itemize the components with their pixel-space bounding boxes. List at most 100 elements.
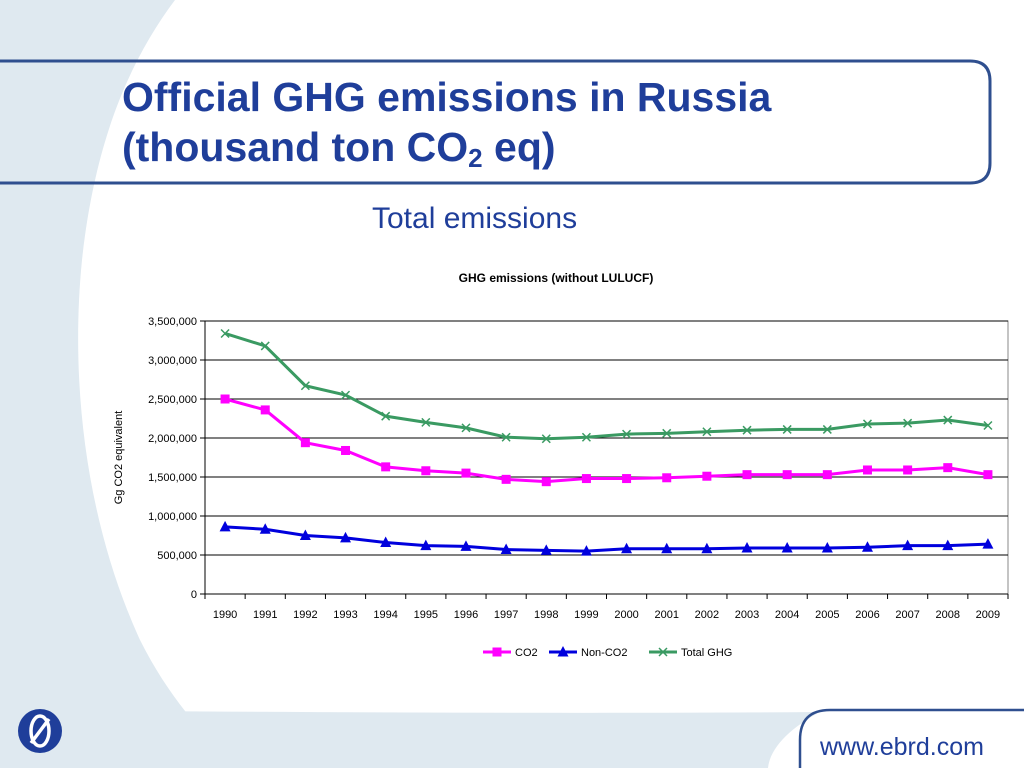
data-point-non-co2 xyxy=(942,539,954,551)
data-point-co2 xyxy=(341,445,351,455)
data-point-co2 xyxy=(421,466,431,476)
data-point-total-ghg xyxy=(702,427,712,437)
data-point-non-co2 xyxy=(701,542,713,554)
x-tick-label: 2002 xyxy=(695,609,719,621)
plot-area xyxy=(204,320,1009,595)
data-point-co2 xyxy=(581,474,591,484)
footer-frame xyxy=(798,708,1024,768)
x-tick-label: 2003 xyxy=(735,609,759,621)
x-tick-label: 1994 xyxy=(373,609,397,621)
data-point-total-ghg xyxy=(943,415,953,425)
y-tick-label: 0 xyxy=(191,589,197,601)
data-point-co2 xyxy=(662,473,672,483)
data-point-co2 xyxy=(862,465,872,475)
data-point-non-co2 xyxy=(621,542,633,554)
x-tick-label: 2000 xyxy=(614,609,638,621)
x-tick-label: 2001 xyxy=(654,609,678,621)
title-line-2-suffix: eq) xyxy=(482,124,556,170)
data-point-non-co2 xyxy=(741,541,753,553)
title-subscript: 2 xyxy=(468,143,483,173)
data-point-total-ghg xyxy=(622,429,632,439)
background-bottom-band xyxy=(0,710,820,768)
data-point-co2 xyxy=(943,463,953,473)
x-tick-label: 1995 xyxy=(414,609,438,621)
x-tick-label: 1996 xyxy=(454,609,478,621)
x-tick-label: 1992 xyxy=(293,609,317,621)
title-line-1: Official GHG emissions in Russia xyxy=(122,74,772,120)
data-point-non-co2 xyxy=(299,529,311,540)
x-tick-label: 2005 xyxy=(815,609,839,621)
x-tick-label: 2004 xyxy=(775,609,799,621)
data-point-non-co2 xyxy=(902,539,914,551)
data-point-total-ghg xyxy=(421,417,431,427)
data-point-total-ghg xyxy=(340,390,351,400)
y-tick-label: 2,000,000 xyxy=(148,433,197,445)
data-point-non-co2 xyxy=(661,542,673,554)
data-point-non-co2 xyxy=(861,541,873,552)
y-tick-label: 1,500,000 xyxy=(148,472,197,484)
legend-label-non-co2: Non-CO2 xyxy=(581,647,627,659)
data-point-total-ghg xyxy=(862,419,873,429)
data-point-non-co2 xyxy=(340,531,352,543)
legend-marker-non-co2 xyxy=(557,646,569,657)
y-tick-label: 500,000 xyxy=(157,550,197,562)
x-tick-label: 2007 xyxy=(895,609,919,621)
data-point-co2 xyxy=(501,474,511,484)
ebrd-logo-icon xyxy=(18,709,62,753)
x-tick-label: 1993 xyxy=(333,609,357,621)
data-point-total-ghg xyxy=(983,420,993,431)
data-point-total-ghg xyxy=(742,425,752,435)
data-point-total-ghg xyxy=(501,432,511,442)
footer-url-link[interactable]: www.ebrd.com xyxy=(820,733,984,761)
title-line-2-prefix: (thousand ton CO xyxy=(122,124,469,170)
data-point-non-co2 xyxy=(500,543,512,555)
data-point-total-ghg xyxy=(581,432,591,442)
data-point-non-co2 xyxy=(781,541,793,553)
chart-title: GHG emissions (without LULUCF) xyxy=(459,271,654,285)
y-tick-label: 2,500,000 xyxy=(148,394,197,406)
data-point-non-co2 xyxy=(259,523,271,534)
data-point-co2 xyxy=(541,477,551,487)
x-tick-label: 2009 xyxy=(976,609,1000,621)
x-tick-label: 1999 xyxy=(574,609,598,621)
page-title: Official GHG emissions in Russia (thousa… xyxy=(122,72,771,172)
x-tick-label: 1998 xyxy=(534,609,558,621)
data-point-co2 xyxy=(260,405,270,415)
series-line-non-co2 xyxy=(224,525,988,553)
chart-subtitle: Total emissions xyxy=(372,202,578,235)
data-point-co2 xyxy=(742,470,752,480)
x-tick-label: 1991 xyxy=(253,609,277,621)
x-tick-label: 2006 xyxy=(855,609,879,621)
background-swoosh xyxy=(0,0,235,768)
data-point-total-ghg xyxy=(903,418,913,428)
data-point-co2 xyxy=(381,462,391,472)
legend-label-total-ghg: Total GHG xyxy=(681,647,732,659)
x-tick-label: 1990 xyxy=(213,609,237,621)
data-point-total-ghg xyxy=(220,328,230,339)
data-point-co2 xyxy=(300,438,310,448)
data-point-non-co2 xyxy=(540,544,552,555)
data-point-total-ghg xyxy=(260,341,270,351)
data-point-co2 xyxy=(983,470,993,480)
data-point-non-co2 xyxy=(380,536,392,548)
data-point-non-co2 xyxy=(982,538,994,549)
series-line-total-ghg xyxy=(224,332,989,441)
y-tick-label: 3,500,000 xyxy=(148,316,197,328)
data-point-co2 xyxy=(702,471,712,481)
y-tick-label: 3,000,000 xyxy=(148,355,197,367)
data-point-total-ghg xyxy=(381,411,391,421)
data-point-total-ghg xyxy=(662,428,672,438)
data-point-total-ghg xyxy=(461,423,471,433)
legend-marker-total-ghg xyxy=(658,647,668,657)
y-tick-label: 1,000,000 xyxy=(148,511,197,523)
title-frame xyxy=(0,59,992,185)
data-point-co2 xyxy=(822,470,832,480)
x-tick-label: 1997 xyxy=(494,609,518,621)
data-point-total-ghg xyxy=(300,381,310,391)
data-point-co2 xyxy=(461,468,471,478)
data-point-non-co2 xyxy=(580,545,592,556)
data-point-non-co2 xyxy=(460,540,472,551)
data-point-non-co2 xyxy=(821,541,833,553)
